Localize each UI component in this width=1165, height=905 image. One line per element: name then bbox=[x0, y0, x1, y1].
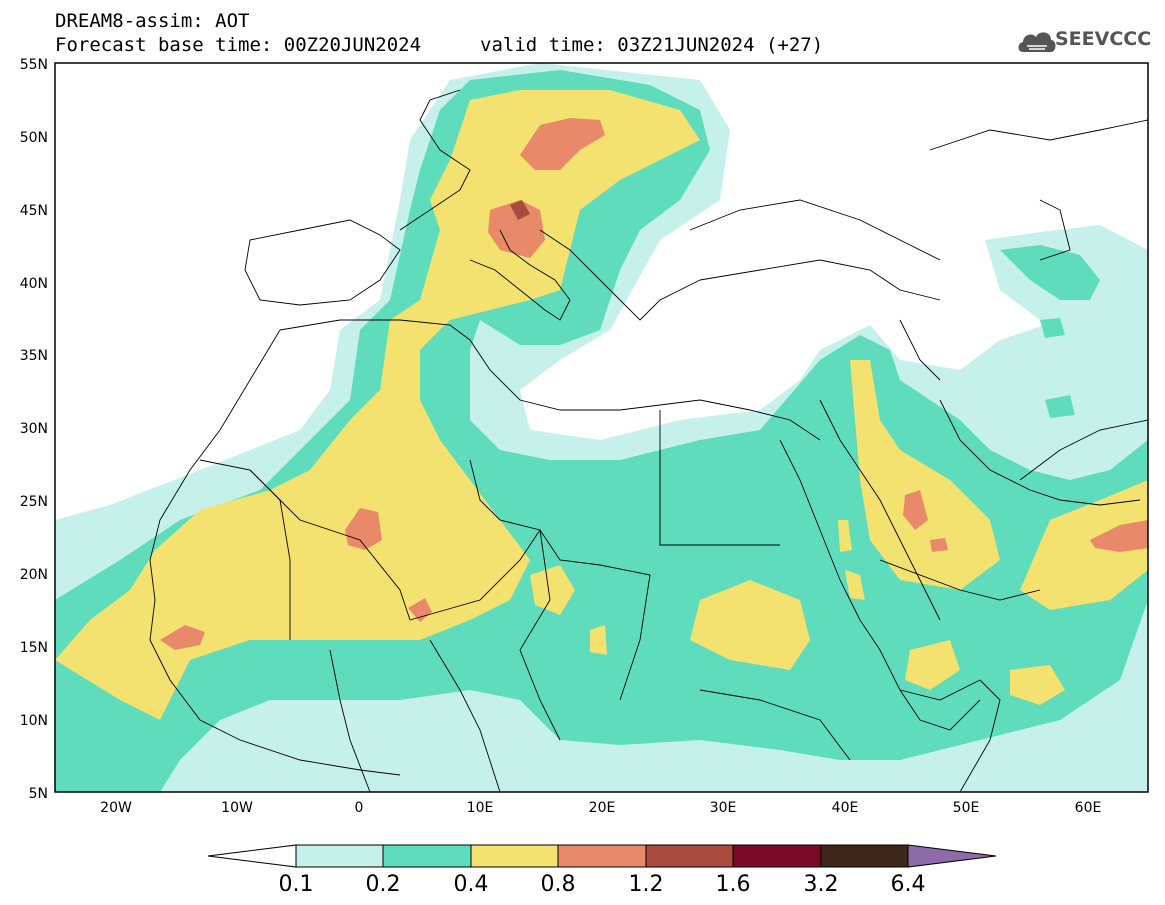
colorbar bbox=[207, 844, 997, 868]
seevccc-logo bbox=[1018, 32, 1056, 52]
colorbar-label: 1.2 bbox=[628, 872, 664, 897]
lat-axis: 55N 50N 45N 40N 35N 30N 25N 20N 15N 10N … bbox=[20, 57, 48, 802]
colorbar-label: 3.2 bbox=[803, 872, 839, 897]
colorbar-segment bbox=[295, 844, 384, 868]
colorbar-low-arrow bbox=[207, 844, 297, 868]
logo-text: SEEVCCC bbox=[1055, 28, 1152, 50]
colorbar-label: 0.8 bbox=[540, 872, 576, 897]
lat-tick-label: 15N bbox=[20, 640, 48, 656]
colorbar-label: 0.1 bbox=[278, 872, 314, 897]
lon-axis: 20W 10W 0 10E 20E 30E 40E 50E 60E bbox=[100, 800, 1101, 816]
colorbar-segment bbox=[470, 844, 559, 868]
lon-tick-label: 0 bbox=[355, 800, 364, 816]
map-title: DREAM8-assim: AOT bbox=[55, 10, 250, 32]
colorbar-label: 1.6 bbox=[715, 872, 751, 897]
lat-tick-label: 35N bbox=[20, 348, 48, 364]
lat-tick-label: 25N bbox=[20, 494, 48, 510]
colorbar-label: 0.4 bbox=[453, 872, 489, 897]
lon-tick-label: 50E bbox=[953, 800, 980, 816]
colorbar-segment bbox=[382, 844, 472, 868]
map-frame bbox=[54, 62, 1149, 793]
lat-tick-label: 40N bbox=[20, 276, 48, 292]
valid-time: valid time: 03Z21JUN2024 (+27) bbox=[480, 34, 824, 56]
coastlines bbox=[149, 89, 1148, 792]
colorbar-segment bbox=[820, 844, 909, 868]
lat-tick-label: 30N bbox=[20, 421, 48, 437]
aot-field bbox=[55, 63, 1148, 792]
lat-tick-label: 5N bbox=[29, 786, 48, 802]
lon-tick-label: 30E bbox=[710, 800, 737, 816]
lon-tick-label: 10W bbox=[221, 800, 253, 816]
lat-tick-label: 45N bbox=[20, 203, 48, 219]
colorbar-segment bbox=[732, 844, 822, 868]
aot-band-1.2 bbox=[510, 200, 530, 220]
colorbar-high-arrow bbox=[907, 844, 997, 868]
lat-tick-label: 50N bbox=[20, 130, 48, 146]
lon-tick-label: 10E bbox=[467, 800, 494, 816]
lon-tick-label: 20W bbox=[100, 800, 132, 816]
forecast-base-time: Forecast base time: 00Z20JUN2024 bbox=[55, 34, 422, 56]
colorbar-label: 0.2 bbox=[365, 872, 401, 897]
cloud-icon bbox=[1018, 32, 1056, 52]
lon-tick-label: 40E bbox=[832, 800, 859, 816]
lon-tick-label: 60E bbox=[1075, 800, 1102, 816]
colorbar-label: 6.4 bbox=[890, 872, 926, 897]
colorbar-segment bbox=[557, 844, 647, 868]
lat-tick-label: 20N bbox=[20, 567, 48, 583]
colorbar-segment bbox=[645, 844, 734, 868]
lat-tick-label: 55N bbox=[20, 57, 48, 73]
lat-tick-label: 10N bbox=[20, 713, 48, 729]
aot-band-0.8 bbox=[160, 118, 1148, 650]
lon-tick-label: 20E bbox=[589, 800, 616, 816]
